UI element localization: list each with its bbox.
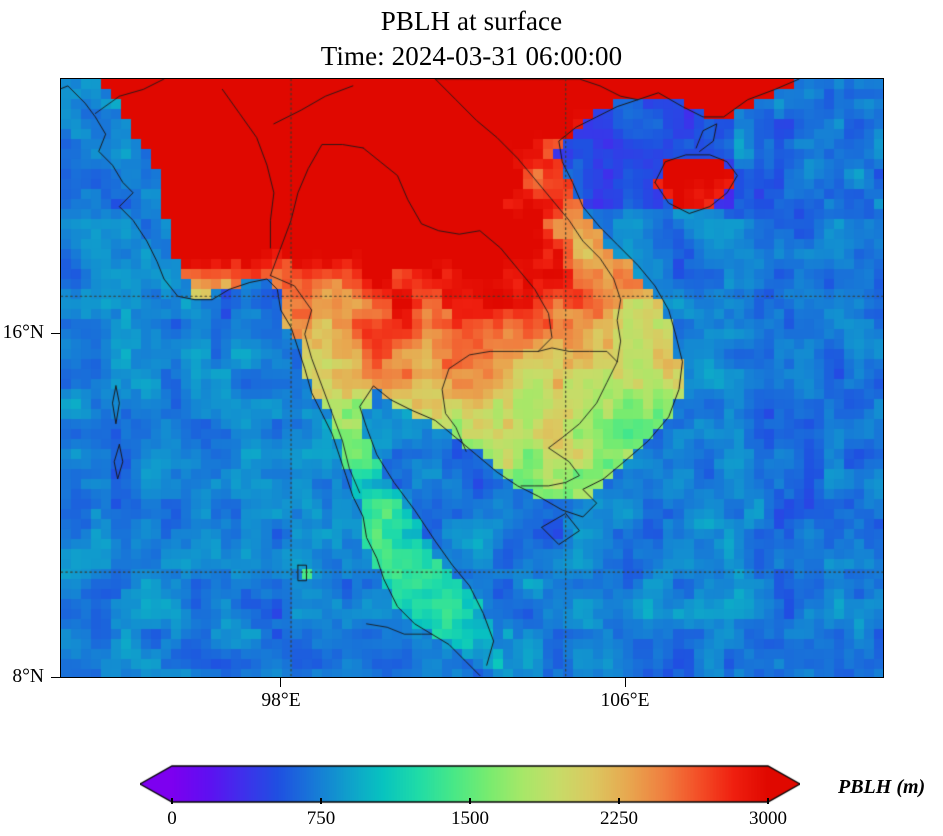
colorbar-tick-mark <box>618 798 620 804</box>
title-line-variable: PBLH at surface <box>380 6 563 36</box>
colorbar-tick-label: 3000 <box>749 808 787 829</box>
xtick-label-106E: 106°E <box>600 690 650 711</box>
colorbar-tick-label: 0 <box>167 808 177 829</box>
coastline-border-gridline-overlay <box>61 79 883 677</box>
figure-title: PBLH at surface Time: 2024-03-31 06:00:0… <box>0 4 943 74</box>
xtick-mark-98E <box>280 678 282 687</box>
ytick-label-8N: 8°N <box>12 666 44 687</box>
xtick-label-98E: 98°E <box>261 690 301 711</box>
colorbar-tick-label: 1500 <box>451 808 489 829</box>
ytick-label-16N: 16°N <box>2 322 44 343</box>
colorbar-tick-label: 750 <box>306 808 336 829</box>
xtick-mark-106E <box>625 678 627 687</box>
colorbar-label: PBLH (m) <box>838 776 926 798</box>
colorbar: PBLH (m) 0 750 1500 2250 3000 <box>0 756 943 836</box>
colorbar-tick-mark <box>171 798 173 804</box>
ytick-mark-16N <box>51 333 60 335</box>
ytick-mark-8N <box>51 677 60 679</box>
colorbar-tick-label: 2250 <box>600 808 638 829</box>
map-plot-area <box>60 78 884 678</box>
colorbar-tick-mark <box>767 798 769 804</box>
colorbar-tick-mark <box>469 798 471 804</box>
colorbar-tick-mark <box>320 798 322 804</box>
title-line-time: Time: 2024-03-31 06:00:00 <box>320 41 623 72</box>
